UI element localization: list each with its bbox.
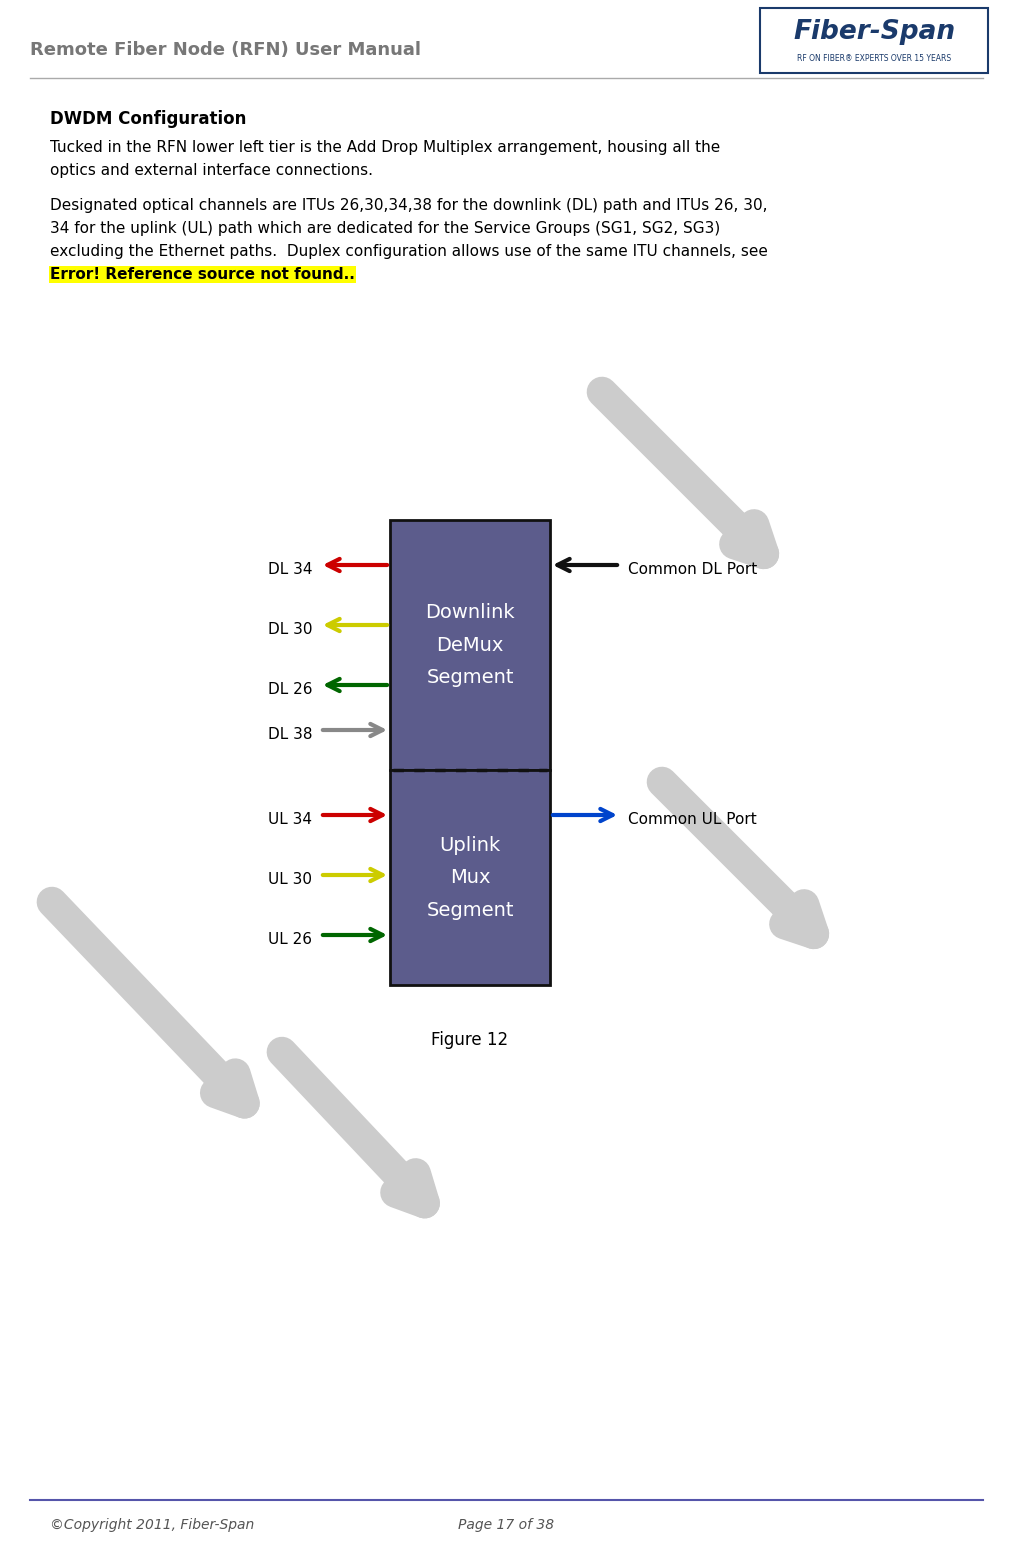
Text: Page 17 of 38: Page 17 of 38	[458, 1518, 554, 1532]
Text: Remote Fiber Node (RFN) User Manual: Remote Fiber Node (RFN) User Manual	[30, 42, 421, 59]
Text: DL 30: DL 30	[267, 621, 312, 636]
Text: Common UL Port: Common UL Port	[628, 812, 757, 826]
Text: Common DL Port: Common DL Port	[628, 561, 758, 576]
Text: DL 34: DL 34	[267, 561, 312, 576]
Text: UL 30: UL 30	[268, 872, 312, 886]
Text: RF ON FIBER® EXPERTS OVER 15 YEARS: RF ON FIBER® EXPERTS OVER 15 YEARS	[797, 54, 951, 63]
Text: UL 34: UL 34	[268, 812, 312, 826]
Bar	[390, 770, 550, 985]
Text: ©Copyright 2011, Fiber-Span: ©Copyright 2011, Fiber-Span	[50, 1518, 254, 1532]
Text: Downlink
DeMux
Segment: Downlink DeMux Segment	[425, 603, 515, 687]
Text: DL 26: DL 26	[267, 681, 312, 697]
Text: DWDM Configuration: DWDM Configuration	[50, 109, 246, 128]
Text: excluding the Ethernet paths.  Duplex configuration allows use of the same ITU c: excluding the Ethernet paths. Duplex con…	[50, 243, 768, 259]
Text: 34 for the uplink (UL) path which are dedicated for the Service Groups (SG1, SG2: 34 for the uplink (UL) path which are de…	[50, 220, 720, 236]
Text: Figure 12: Figure 12	[432, 1031, 509, 1049]
Text: optics and external interface connections.: optics and external interface connection…	[50, 163, 373, 179]
Text: UL 26: UL 26	[268, 931, 312, 946]
Text: Error! Reference source not found..: Error! Reference source not found..	[50, 267, 355, 282]
Text: Fiber-Span: Fiber-Span	[793, 18, 955, 45]
Bar	[390, 519, 550, 770]
Bar	[760, 8, 988, 72]
Text: Uplink
Mux
Segment: Uplink Mux Segment	[426, 835, 514, 920]
Text: DL 38: DL 38	[267, 726, 312, 741]
Text: Tucked in the RFN lower left tier is the Add Drop Multiplex arrangement, housing: Tucked in the RFN lower left tier is the…	[50, 140, 720, 156]
Text: Designated optical channels are ITUs 26,30,34,38 for the downlink (DL) path and : Designated optical channels are ITUs 26,…	[50, 197, 768, 213]
